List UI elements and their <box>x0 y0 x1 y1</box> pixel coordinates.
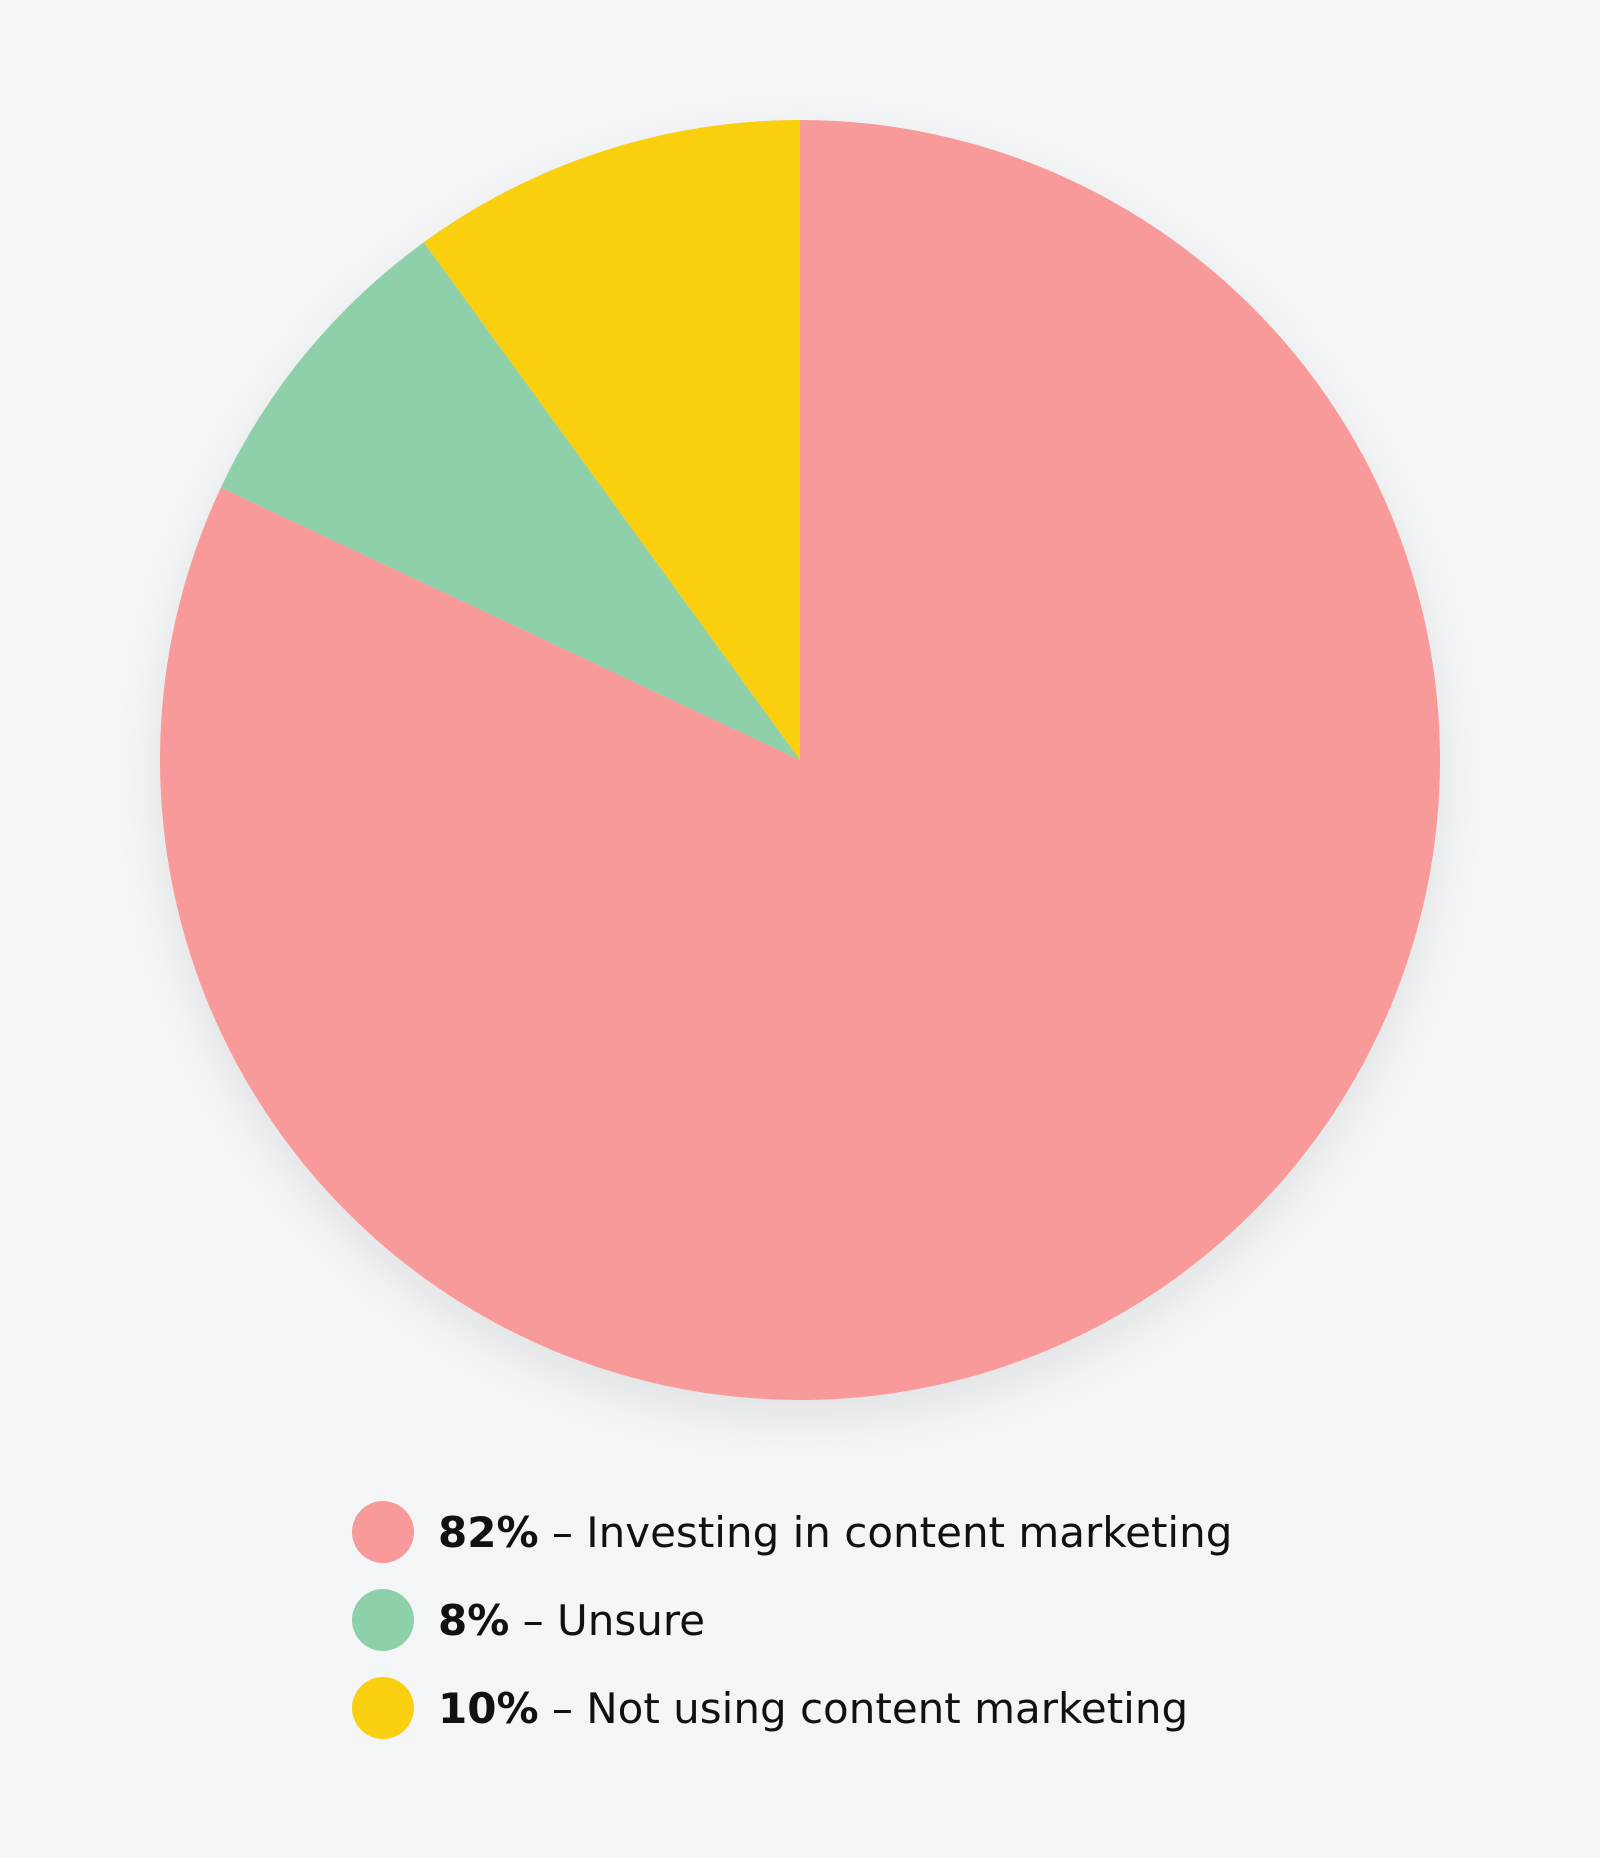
legend-swatch <box>352 1589 414 1651</box>
legend-label: 8% – Unsure <box>438 1596 705 1645</box>
legend-label: 82% – Investing in content marketing <box>438 1508 1232 1557</box>
legend-separator: – <box>538 1683 587 1733</box>
legend-separator: – <box>509 1595 558 1645</box>
legend: 82% – Investing in content marketing 8% … <box>352 1488 1232 1752</box>
legend-text: Investing in content marketing <box>586 1507 1233 1557</box>
legend-label: 10% – Not using content marketing <box>438 1684 1188 1733</box>
legend-item: 8% – Unsure <box>352 1576 1232 1664</box>
legend-item: 10% – Not using content marketing <box>352 1664 1232 1752</box>
legend-text: Not using content marketing <box>586 1683 1189 1733</box>
legend-separator: – <box>538 1507 587 1557</box>
legend-text: Unsure <box>557 1595 706 1645</box>
legend-percent: 82% <box>438 1507 539 1557</box>
legend-item: 82% – Investing in content marketing <box>352 1488 1232 1576</box>
legend-swatch <box>352 1677 414 1739</box>
legend-percent: 10% <box>438 1683 539 1733</box>
legend-percent: 8% <box>438 1595 510 1645</box>
legend-swatch <box>352 1501 414 1563</box>
pie-slice-1 <box>220 242 800 760</box>
pie-chart <box>160 120 1441 1400</box>
pie-slice-2 <box>423 120 800 760</box>
